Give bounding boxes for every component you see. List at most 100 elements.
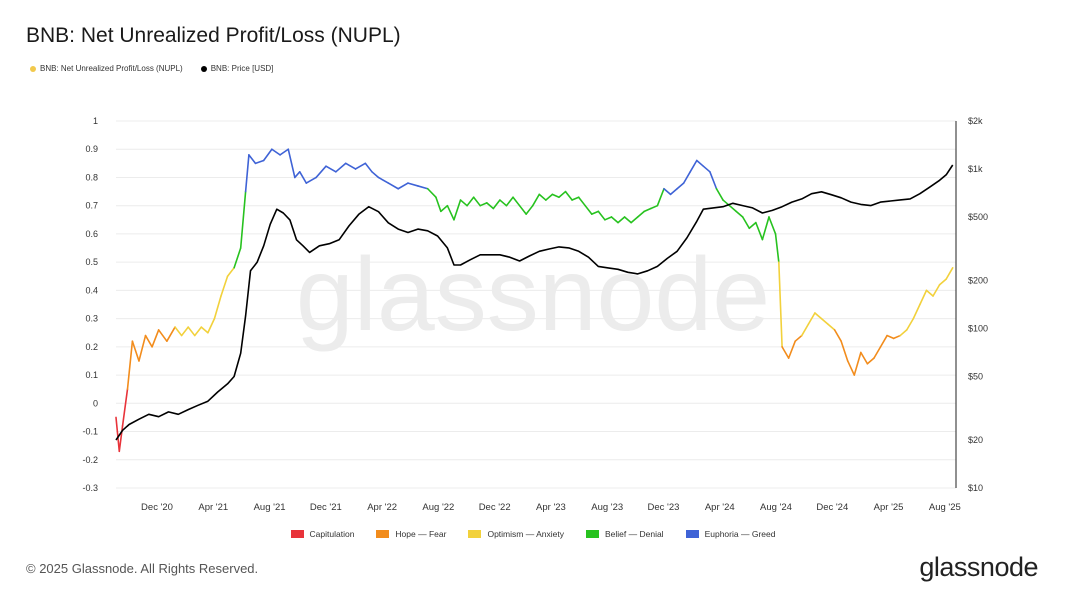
y-right-tick-label: $100 xyxy=(968,324,988,334)
nupl-segment xyxy=(617,216,626,224)
nupl-segment xyxy=(656,187,665,207)
nupl-segment xyxy=(564,190,573,201)
nupl-segment xyxy=(695,159,705,167)
nupl-segment xyxy=(840,340,849,362)
x-tick-label: Dec '22 xyxy=(479,502,511,513)
nupl-segment xyxy=(157,329,168,343)
nupl-segment xyxy=(248,154,257,165)
top-legend: BNB: Net Unrealized Profit/Loss (NUPL) B… xyxy=(30,64,273,73)
nupl-segment xyxy=(778,261,783,348)
nupl-segment xyxy=(814,312,823,320)
nupl-segment xyxy=(866,357,875,365)
x-axis: Dec '20 Apr '21 Aug '21 Dec '21 Apr '22 Aug '… xyxy=(141,502,961,513)
nupl-segment xyxy=(577,196,587,207)
nupl-segment xyxy=(485,202,495,210)
nupl-segment xyxy=(932,283,941,297)
zone-euphoria-greed[interactable]: Euphoria — Greed xyxy=(685,529,775,539)
nupl-segment xyxy=(121,388,129,427)
nupl-segment xyxy=(174,326,183,337)
watermark: glassnode xyxy=(296,237,770,353)
nupl-segment xyxy=(325,165,337,173)
zone-swatch xyxy=(376,530,390,538)
y-right-tick-label: $10 xyxy=(968,483,983,493)
x-tick-label: Dec '21 xyxy=(310,502,342,513)
zone-swatch xyxy=(685,530,699,538)
nupl-segment xyxy=(676,182,685,190)
y-left-tick-label: 0.7 xyxy=(85,201,98,211)
nupl-segment xyxy=(377,176,390,184)
nupl-segment xyxy=(166,326,176,343)
glassnode-logo[interactable]: glassnode xyxy=(919,552,1038,582)
zone-swatch xyxy=(290,530,304,538)
nupl-segment xyxy=(298,171,308,184)
nupl-segment xyxy=(630,216,639,224)
nupl-segment xyxy=(748,221,757,230)
nupl-segment xyxy=(151,329,160,348)
zone-capitulation[interactable]: Capitulation xyxy=(290,529,354,539)
nupl-segment xyxy=(180,326,189,337)
x-tick-label: Dec '24 xyxy=(816,502,848,513)
legend-item-nupl[interactable]: BNB: Net Unrealized Profit/Loss (NUPL) xyxy=(30,64,183,73)
zone-label: Belief — Denial xyxy=(604,529,664,539)
nupl-segment xyxy=(938,278,947,286)
y-left-tick-label: -0.3 xyxy=(82,483,98,493)
nupl-segment xyxy=(873,346,882,359)
x-tick-label: Aug '22 xyxy=(422,502,454,513)
y-left-tick-label: 0.1 xyxy=(85,370,98,380)
zone-legend: Capitulation Hope — Fear Optimism — Anxi… xyxy=(0,529,1066,539)
nupl-segment xyxy=(604,216,613,221)
nupl-segment xyxy=(892,334,902,340)
zone-hope-fear[interactable]: Hope — Fear xyxy=(376,529,446,539)
nupl-segment xyxy=(518,204,527,215)
x-tick-label: Aug '24 xyxy=(760,502,792,513)
y-left-tick-label: 0.3 xyxy=(85,314,98,324)
nupl-segment xyxy=(499,199,508,207)
nupl-segment xyxy=(800,323,810,337)
zone-belief-denial[interactable]: Belief — Denial xyxy=(585,529,664,539)
nupl-segment xyxy=(213,295,222,320)
x-tick-label: Dec '20 xyxy=(141,502,173,513)
y-left-tick-label: 1 xyxy=(93,116,98,126)
y-left-tick-label: 0.8 xyxy=(85,172,98,182)
x-tick-label: Aug '25 xyxy=(929,502,961,513)
nupl-segment xyxy=(271,148,281,156)
nupl-segment xyxy=(344,162,357,170)
y-right-tick-label: $200 xyxy=(968,275,988,285)
nupl-segment xyxy=(200,326,209,334)
zone-label: Hope — Fear xyxy=(395,529,447,539)
nupl-segment xyxy=(144,334,153,348)
legend-item-price[interactable]: BNB: Price [USD] xyxy=(200,64,273,73)
nupl-segment xyxy=(440,204,449,213)
nupl-segment xyxy=(446,204,455,221)
nupl-segment xyxy=(807,312,816,326)
nupl-segment xyxy=(233,247,242,269)
nupl-segment xyxy=(755,221,764,241)
nupl-segment xyxy=(774,233,780,263)
nupl-segment xyxy=(193,326,203,337)
nupl-segment xyxy=(853,351,862,376)
nupl-segment xyxy=(682,171,692,184)
x-tick-label: Dec '23 xyxy=(648,502,680,513)
nupl-segment xyxy=(820,317,829,326)
nupl-segment xyxy=(584,204,593,215)
nupl-segment xyxy=(636,210,646,218)
nupl-segment xyxy=(220,275,229,297)
x-tick-label: Aug '23 xyxy=(591,502,623,513)
nupl-segment xyxy=(715,187,724,201)
nupl-segment xyxy=(728,204,737,213)
chart-title: BNB: Net Unrealized Profit/Loss (NUPL) xyxy=(26,24,401,47)
nupl-segment xyxy=(669,187,678,196)
zone-optimism-anxiety[interactable]: Optimism — Anxiety xyxy=(468,529,564,539)
nupl-segment xyxy=(643,207,652,213)
nupl-segment xyxy=(919,289,928,306)
nupl-segment xyxy=(787,340,797,359)
y-left-tick-label: -0.2 xyxy=(82,455,98,465)
nupl-segment xyxy=(435,196,442,213)
nupl-segment xyxy=(453,199,462,221)
copyright: © 2025 Glassnode. All Rights Reserved. xyxy=(26,561,259,576)
y-right-tick-label: $50 xyxy=(968,372,983,382)
nupl-segment xyxy=(590,210,600,215)
nupl-segment xyxy=(138,334,147,362)
legend-swatch-nupl xyxy=(30,65,36,72)
